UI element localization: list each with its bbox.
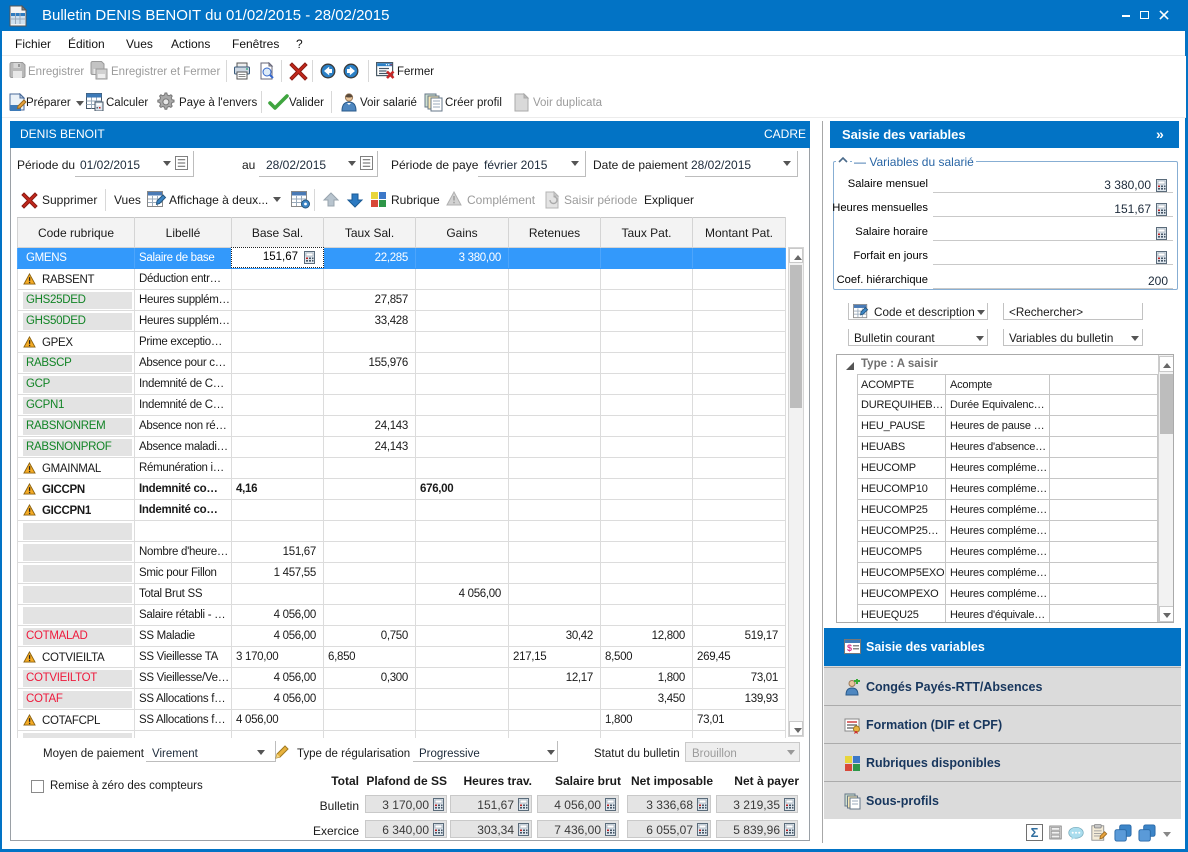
- svg-text:$: $: [847, 643, 852, 653]
